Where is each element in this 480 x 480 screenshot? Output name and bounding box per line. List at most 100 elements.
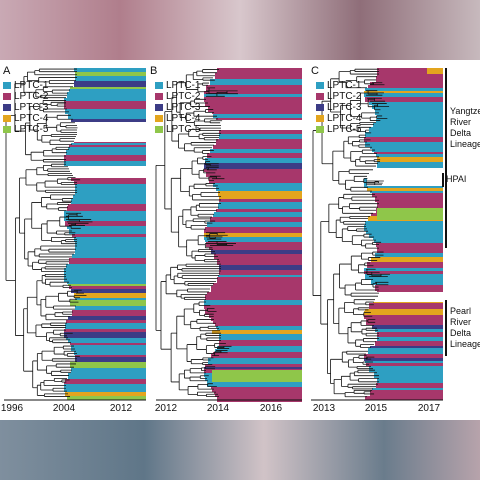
tip-color-strip	[205, 102, 302, 107]
legend-item-lptc-1: LPTC-1	[155, 80, 200, 91]
swatch-lptc-2	[316, 93, 324, 100]
tip-color-strip	[370, 191, 443, 193]
tip-color-strip	[377, 68, 443, 74]
tip-color-strip	[365, 396, 443, 400]
tip-color-strip	[69, 145, 146, 147]
hpai-clade-label: HPAI	[446, 174, 467, 184]
tip-color-strip	[206, 85, 302, 91]
tip-color-strip	[204, 163, 302, 169]
tip-color-strip	[364, 358, 443, 361]
tip-color-strip	[68, 204, 146, 206]
tip-color-strip	[377, 208, 443, 220]
tip-color-strip	[209, 177, 302, 183]
tip-color-strip	[66, 338, 146, 340]
tip-color-strip	[64, 382, 146, 384]
tip-color-strip	[72, 254, 146, 258]
legend-label: LPTC-2	[166, 91, 201, 102]
tip-color-strip	[369, 127, 443, 132]
tip-color-strip	[69, 89, 146, 92]
tip-color-strip	[377, 74, 443, 76]
legend-item-lptc-1: LPTC-1	[3, 80, 48, 91]
legend-item-lptc-4: LPTC-4	[3, 113, 48, 124]
tip-color-strip	[75, 187, 146, 191]
tip-color-strip	[372, 193, 443, 197]
tip-color-strip	[376, 119, 443, 123]
tip-color-strip	[67, 282, 146, 284]
tip-color-strip	[207, 381, 302, 387]
tip-color-strip	[68, 147, 146, 150]
tip-color-strip	[219, 265, 302, 270]
tip-color-strip	[364, 268, 443, 271]
tip-color-strip	[204, 237, 302, 240]
tip-color-strip	[212, 112, 302, 114]
axis-tick-label: 2015	[364, 403, 388, 414]
tip-color-strip	[68, 340, 146, 343]
tip-color-strip	[64, 274, 146, 277]
legend-label: LPTC-4	[14, 113, 49, 124]
tip-color-strip	[377, 247, 443, 253]
legend-label: LPTC-5	[327, 124, 362, 135]
tip-color-strip	[375, 329, 443, 332]
tip-color-strip	[365, 132, 443, 137]
tip-color-strip	[71, 143, 146, 145]
tip-color-strip	[375, 341, 443, 346]
tip-color-strip	[65, 221, 146, 226]
swatch-lptc-5	[155, 126, 163, 133]
tip-color-strip	[64, 329, 146, 332]
tip-color-strip	[365, 142, 443, 147]
axis-tick-label: 2013	[312, 403, 336, 414]
tip-color-strip	[370, 346, 443, 348]
tip-color-strip	[66, 320, 146, 323]
tip-color-strip	[364, 93, 443, 95]
tip-color-strip	[67, 226, 146, 229]
tip-color-strip	[64, 384, 146, 387]
clade-label-line: Delta	[450, 328, 472, 338]
tip-color-strip	[365, 274, 443, 280]
tip-color-strip	[369, 303, 443, 309]
tip-color-strip	[216, 139, 302, 145]
axis-tick-label: 2016	[259, 403, 283, 414]
tip-color-strip	[366, 363, 443, 366]
tip-color-strip	[374, 152, 443, 154]
tip-color-strip	[213, 352, 302, 354]
tip-color-strip	[64, 268, 146, 274]
tip-color-strip	[374, 372, 443, 378]
tip-color-strip	[213, 145, 302, 149]
tip-color-strip	[64, 155, 146, 161]
tip-color-strip	[70, 343, 146, 345]
tip-color-strip	[64, 387, 146, 392]
clade-label-line: Lineage	[450, 139, 480, 149]
swatch-lptc-1	[316, 82, 324, 89]
tip-color-strip	[364, 91, 443, 93]
tip-color-strip	[370, 82, 443, 85]
legend-label: LPTC-3	[166, 102, 201, 113]
hpai-clade-bar	[442, 173, 444, 187]
tip-color-strip	[75, 184, 146, 187]
tip-color-strip	[75, 298, 146, 301]
tip-color-strip	[75, 72, 146, 76]
legend-item-lptc-5: LPTC-5	[155, 124, 200, 135]
tip-color-strip	[212, 389, 302, 392]
tip-color-strip	[204, 305, 302, 309]
swatch-lptc-1	[3, 82, 11, 89]
tip-color-strip	[204, 233, 302, 237]
tip-color-strip	[208, 107, 302, 112]
legend-label: LPTC-2	[327, 91, 362, 102]
tip-color-strip	[68, 373, 146, 379]
tip-color-strip	[364, 95, 443, 97]
tip-color-strip	[204, 229, 302, 233]
tip-color-strip	[369, 366, 443, 372]
panel-c-tree	[311, 68, 447, 401]
tip-color-strip	[74, 81, 146, 87]
tip-color-strip	[69, 258, 146, 264]
tip-color-strip	[364, 137, 443, 142]
tree-branches	[155, 69, 238, 397]
tip-color-strip	[364, 311, 443, 315]
legend-item-lptc-2: LPTC-2	[3, 91, 48, 102]
tip-color-strip	[72, 310, 146, 316]
legend-label: LPTC-2	[14, 91, 49, 102]
swatch-lptc-2	[3, 93, 11, 100]
tree-gap	[367, 292, 447, 302]
tip-color-strip	[206, 172, 302, 177]
tip-color-strip	[367, 188, 443, 191]
